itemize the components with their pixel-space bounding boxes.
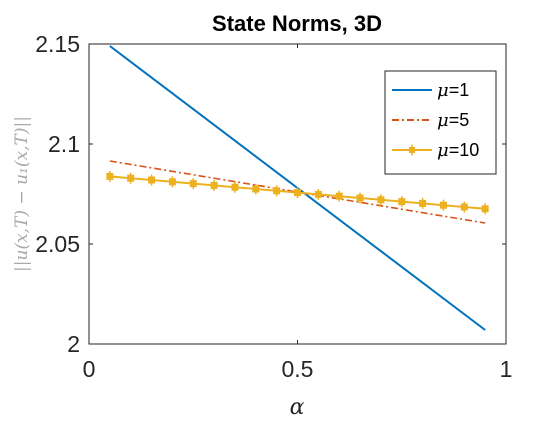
- series-group: [106, 45, 489, 331]
- x-tick-label: 1: [500, 356, 513, 382]
- y-axis-label: ||u(x,T) − u₁(x,T)||: [12, 116, 32, 272]
- legend-value: =5: [449, 110, 470, 130]
- legend-mu-symbol: μ: [437, 80, 449, 101]
- legend-box: [384, 70, 497, 175]
- legend-item: μ=1: [392, 80, 469, 101]
- legend-value: =1: [449, 80, 470, 100]
- legend-value: =10: [449, 140, 480, 160]
- y-tick-label: 2.05: [35, 231, 80, 257]
- legend-label: μ=10: [437, 140, 479, 161]
- legend-item: μ=10: [392, 140, 479, 161]
- legend-mu-symbol: μ: [437, 140, 449, 161]
- x-axis-tick-labels: 0 0.5 1: [83, 356, 513, 382]
- y-tick-label: 2.15: [35, 31, 80, 57]
- x-tick-label: 0: [83, 356, 96, 382]
- legend: μ=1μ=5μ=10: [384, 70, 497, 175]
- x-tick-label: 0.5: [282, 356, 314, 382]
- legend-mu-symbol: μ: [437, 110, 449, 131]
- chart-title: State Norms, 3D: [212, 11, 382, 36]
- y-axis-tick-labels: 2 2.05 2.1 2.15: [35, 31, 80, 357]
- series-3: [106, 170, 489, 215]
- y-tick-label: 2: [67, 331, 80, 357]
- y-tick-label: 2.1: [48, 131, 80, 157]
- legend-label: μ=5: [437, 110, 469, 131]
- plot-frame: [88, 43, 507, 345]
- legend-item: μ=5: [392, 110, 469, 131]
- x-axis-label: α: [290, 395, 305, 420]
- legend-label: μ=1: [437, 80, 469, 101]
